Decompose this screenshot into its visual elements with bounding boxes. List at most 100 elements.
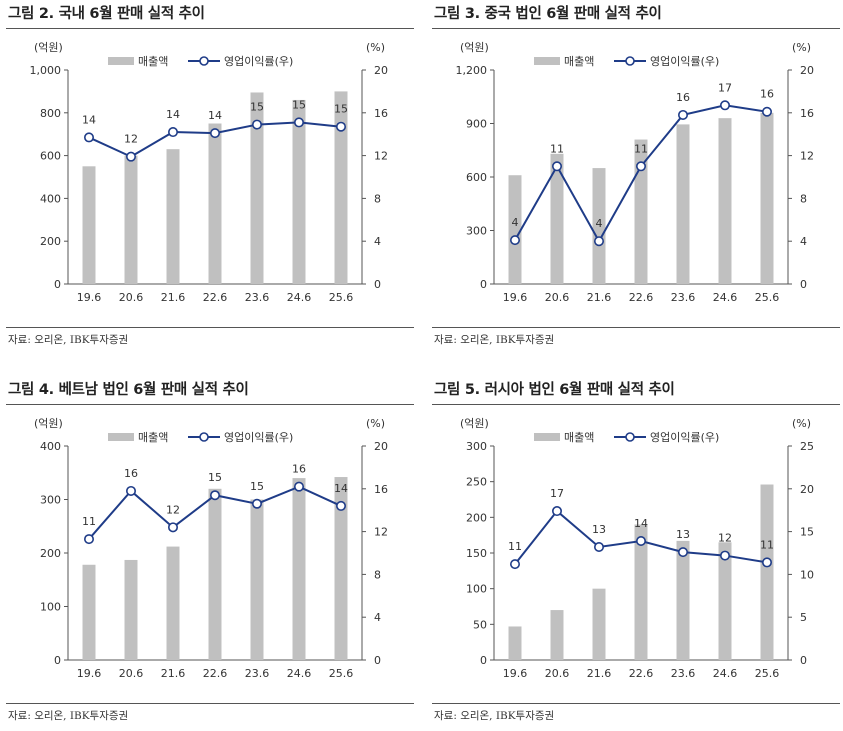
y-tick-label-right: 20 (374, 440, 388, 453)
y-tick-label-left: 100 (466, 583, 487, 596)
x-tick-label: 25.6 (755, 667, 780, 680)
y-tick-label-right: 12 (374, 150, 388, 163)
bar (208, 123, 222, 284)
x-tick-label: 21.6 (587, 291, 612, 304)
x-tick-label: 19.6 (77, 667, 102, 680)
line-point (678, 109, 689, 120)
data-label: 15 (208, 471, 222, 484)
legend-bar-label: 매출액 (564, 55, 594, 68)
y-tick-label-right: 0 (800, 654, 807, 667)
line-point (168, 127, 179, 138)
chart-svg: (억원) (%) 매출액 영업이익률(우) 0 200 400 600 800 1,000 0 4 8 1… (30, 41, 389, 304)
legend-bar-label: 매출액 (138, 431, 168, 444)
data-label: 11 (760, 538, 774, 551)
y-tick-label-left: 800 (40, 107, 61, 120)
y-tick-label-left: 50 (473, 618, 487, 631)
y-tick-label-left: 200 (40, 547, 61, 560)
y-tick-label-right: 20 (800, 64, 814, 77)
left-unit-label: (억원) (460, 417, 489, 430)
bar (676, 540, 690, 660)
y-tick-label-left: 1,000 (30, 64, 62, 77)
data-label: 12 (166, 503, 180, 516)
y-tick-label-right: 4 (374, 611, 381, 624)
bar (250, 92, 264, 284)
chart-panel-domestic: 그림 2. 국내 6월 판매 실적 추이 (억원) (%) 매출액 영업이익률(우) 0… (6, 0, 414, 355)
legend-line-marker (625, 432, 635, 442)
x-tick-label: 25.6 (329, 291, 354, 304)
line-point (761, 557, 772, 568)
x-tick-label: 20.6 (545, 667, 570, 680)
legend-line-marker (199, 432, 209, 442)
chart-panel-vietnam: 그림 4. 베트남 법인 6월 판매 실적 추이 (억원) (%) 매출액 영업이익률… (6, 376, 414, 731)
bar (82, 166, 96, 284)
legend-bar-swatch (534, 433, 560, 441)
y-tick-label-right: 10 (800, 568, 814, 581)
data-label: 16 (760, 88, 774, 101)
line-point (252, 119, 263, 130)
legend-line-label: 영업이익률(우) (650, 55, 719, 68)
data-label: 14 (82, 113, 96, 126)
y-tick-label-right: 16 (800, 107, 814, 120)
line-point (719, 550, 730, 561)
data-label: 13 (676, 528, 690, 541)
y-tick-label-left: 900 (466, 118, 487, 131)
data-label: 14 (334, 482, 348, 495)
y-tick-label-left: 200 (40, 235, 61, 248)
data-label: 12 (718, 532, 732, 545)
right-unit-label: (%) (792, 417, 811, 430)
data-label: 16 (292, 463, 306, 476)
source-note: 자료: 오리온, IBK투자증권 (434, 710, 555, 722)
x-tick-label: 20.6 (119, 291, 144, 304)
data-label: 14 (166, 108, 180, 121)
y-tick-label-right: 12 (374, 526, 388, 539)
y-tick-label-right: 4 (800, 235, 807, 248)
y-tick-label-right: 4 (374, 235, 381, 248)
y-tick-label-left: 0 (480, 654, 487, 667)
data-label: 17 (718, 81, 732, 94)
x-tick-label: 23.6 (671, 667, 696, 680)
line-point (126, 485, 137, 496)
x-tick-label: 25.6 (755, 291, 780, 304)
legend-line-marker (625, 56, 635, 66)
bar (292, 99, 306, 285)
bar (508, 175, 522, 284)
bar (550, 153, 564, 284)
line-point (210, 128, 221, 139)
y-tick-label-left: 100 (40, 601, 61, 614)
x-tick-label: 21.6 (587, 667, 612, 680)
x-tick-label: 22.6 (203, 667, 228, 680)
y-tick-label-right: 12 (800, 150, 814, 163)
line-point (168, 522, 179, 533)
y-tick-label-left: 0 (480, 278, 487, 291)
y-tick-label-right: 8 (374, 568, 381, 581)
data-label: 17 (550, 487, 564, 500)
line-point (252, 498, 263, 509)
x-tick-label: 19.6 (503, 291, 528, 304)
chart-title: 그림 4. 베트남 법인 6월 판매 실적 추이 (8, 382, 249, 398)
right-unit-label: (%) (366, 417, 385, 430)
x-tick-label: 22.6 (629, 667, 654, 680)
line-point (335, 121, 346, 132)
right-unit-label: (%) (792, 41, 811, 54)
line-point (510, 235, 521, 246)
x-tick-label: 24.6 (287, 667, 312, 680)
source-note: 자료: 오리온, IBK투자증권 (8, 334, 129, 346)
legend-bar-label: 매출액 (564, 431, 594, 444)
y-tick-label-right: 25 (800, 440, 814, 453)
x-tick-label: 23.6 (671, 291, 696, 304)
line-point (293, 117, 304, 128)
x-tick-label: 25.6 (329, 667, 354, 680)
bar (124, 559, 138, 660)
bar (760, 112, 774, 284)
y-tick-label-left: 1,200 (456, 64, 488, 77)
data-label: 14 (634, 517, 648, 530)
title-rule (6, 28, 414, 29)
bar (82, 564, 96, 660)
chart-panel-china: 그림 3. 중국 법인 6월 판매 실적 추이 (억원) (%) 매출액 영업이익률(… (432, 0, 840, 355)
y-tick-label-left: 300 (466, 225, 487, 238)
y-tick-label-left: 0 (54, 654, 61, 667)
bar (718, 118, 732, 285)
y-tick-label-left: 300 (40, 494, 61, 507)
bar (250, 499, 264, 660)
y-tick-label-right: 20 (374, 64, 388, 77)
